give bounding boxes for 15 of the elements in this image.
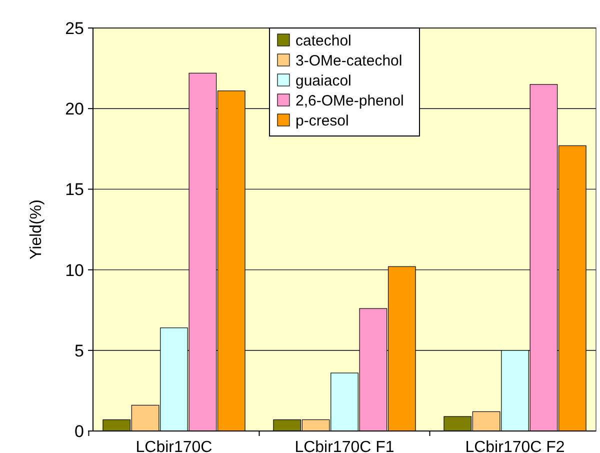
y-tick-label: 25 bbox=[65, 18, 84, 38]
x-tick-label: LCbir170C F2 bbox=[465, 439, 565, 453]
legend-label: catechol bbox=[296, 32, 352, 50]
legend-label: 3-OMe-catechol bbox=[296, 52, 402, 70]
y-tick-label: 15 bbox=[65, 180, 84, 200]
y-tick-label: 0 bbox=[74, 422, 84, 441]
legend-label: guaiacol bbox=[296, 72, 352, 90]
y-tick-label: 20 bbox=[65, 100, 84, 119]
legend-label: 2,6-OMe-phenol bbox=[296, 92, 404, 110]
x-tick-label: LCbir170C bbox=[136, 439, 212, 453]
y-axis-title: Yield(%) bbox=[28, 200, 45, 260]
x-tick-label: LCbir170C F1 bbox=[294, 439, 394, 453]
y-tick-label: 5 bbox=[74, 341, 84, 360]
legend-label: p-cresol bbox=[296, 112, 349, 130]
y-tick-label: 10 bbox=[65, 260, 84, 280]
